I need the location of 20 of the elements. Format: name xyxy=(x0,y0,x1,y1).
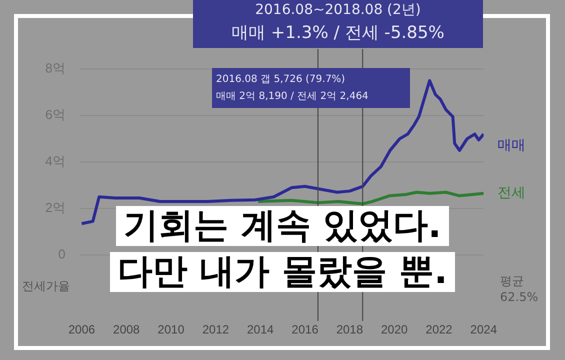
text: 전세가율 xyxy=(22,278,70,295)
x-tick-label: 2014 xyxy=(247,322,274,337)
tooltip-box: 2016.08 갭 5,726 (79.7%) 매매 2억 8,190 / 전세 2억 2,464 xyxy=(212,68,410,108)
series-label: 전세 xyxy=(498,185,526,202)
text: 기회는 계속 있었다. xyxy=(116,206,450,246)
text: 평균 62.5% xyxy=(500,273,540,305)
x-tick-label: 2024 xyxy=(470,322,498,337)
series-label: 매매 xyxy=(498,138,526,154)
x-tick-label: 2022 xyxy=(426,322,453,337)
x-tick-label: 2018 xyxy=(336,322,364,337)
annotation: 매매 2억 8,190 / 전세 2억 2,464 xyxy=(216,90,370,104)
x-tick-label: 2010 xyxy=(158,322,185,337)
x-tick-label: 2008 xyxy=(113,322,140,337)
annotation: 2016.08 갭 5,726 (79.7%) xyxy=(216,73,346,87)
x-tick-label: 2020 xyxy=(380,322,408,337)
x-tick-label: 2012 xyxy=(202,322,230,337)
x-tick-label: 2016 xyxy=(292,322,319,337)
tooltip-box: 2016.08~2018.08 (2년) 매매 +1.3% / 전세 -5.85% xyxy=(193,0,483,48)
x-tick-label: 2006 xyxy=(68,322,96,337)
text: 다만 내가 몰랐을 뿐. xyxy=(110,252,456,292)
